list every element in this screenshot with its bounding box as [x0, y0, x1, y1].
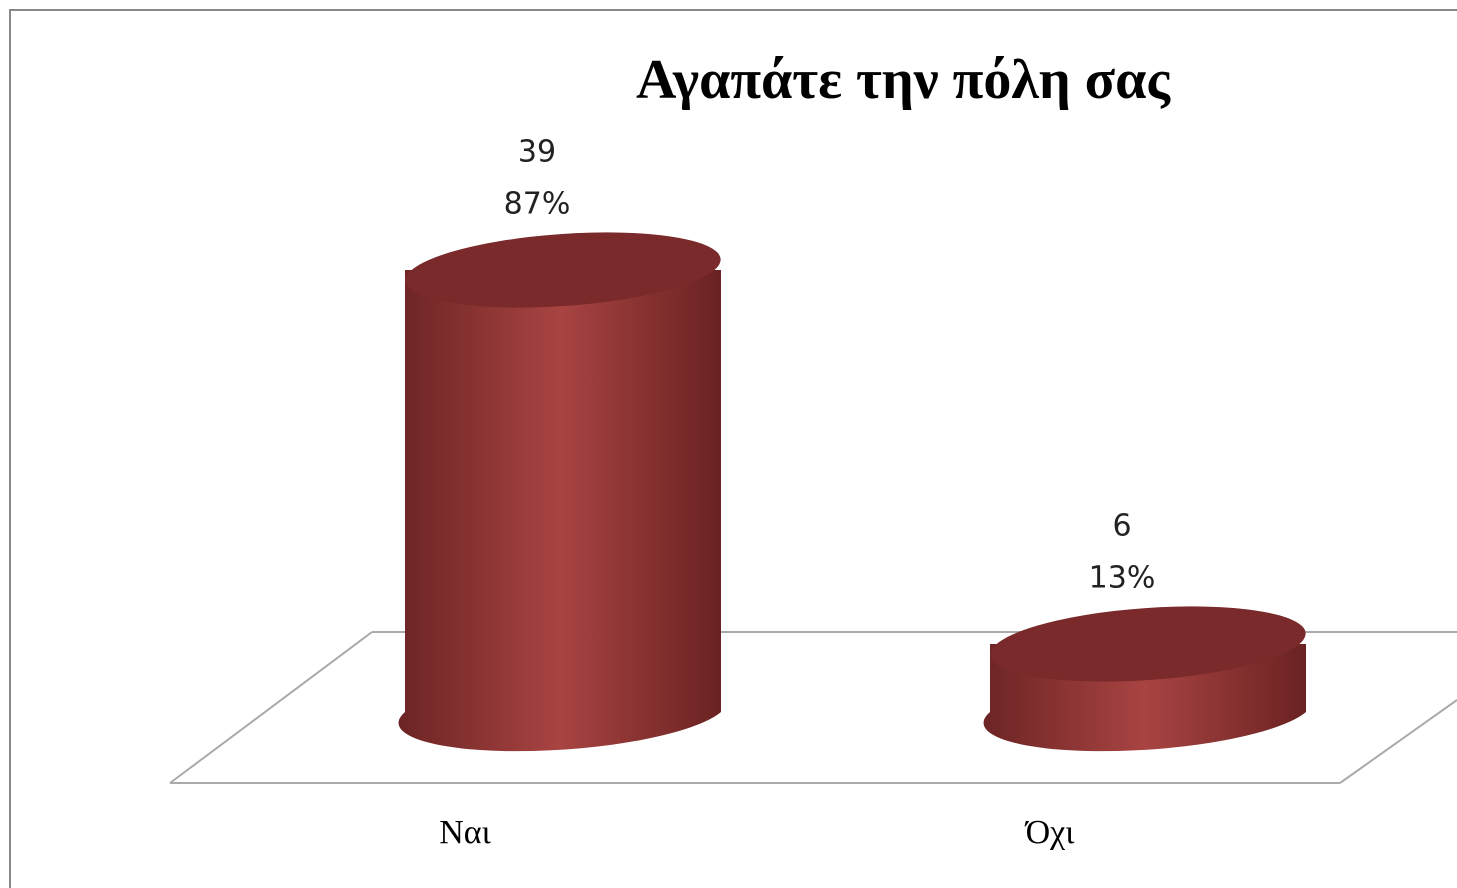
value-label: 39: [518, 135, 556, 170]
cylinder-top: [990, 606, 1306, 682]
cylinder-top: [405, 232, 721, 308]
percentage-label: 13%: [1089, 561, 1156, 596]
cylinder-body: [398, 270, 721, 752]
percentage-label: 87%: [504, 187, 571, 222]
x-tick-label: Όχι: [1025, 814, 1075, 851]
chart-title: Αγαπάτε την πόλη σας: [636, 49, 1171, 111]
x-tick-label: Ναι: [439, 814, 491, 851]
floor: [169, 631, 1457, 784]
chart-frame: [9, 9, 1457, 888]
value-label: 6: [1112, 509, 1131, 544]
